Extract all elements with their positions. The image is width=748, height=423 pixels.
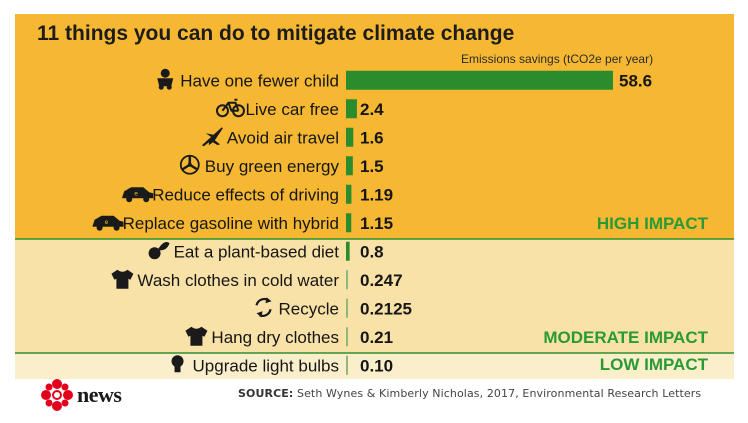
cbc-news-logo: news <box>40 378 122 412</box>
value-label: 1.5 <box>360 157 384 176</box>
car-icon: e <box>92 215 124 231</box>
value-label: 0.247 <box>360 271 403 290</box>
value-label: 1.15 <box>360 214 393 233</box>
value-label: 1.6 <box>360 128 384 147</box>
category-label: Wash clothes in cold water <box>137 271 339 290</box>
bar <box>346 241 350 261</box>
category-label: Have one fewer child <box>180 71 339 90</box>
category-label: Hang dry clothes <box>211 328 339 347</box>
category-label: Replace gasoline with hybrid <box>123 214 339 233</box>
svg-text:e: e <box>134 190 138 197</box>
impact-label-high: HIGH IMPACT <box>596 214 708 233</box>
value-label: 2.4 <box>360 100 384 119</box>
recycle-icon <box>255 297 272 318</box>
bar-chart: Have one fewer child 58.6 Live car free 2.4… <box>15 68 734 375</box>
bar <box>346 99 357 119</box>
bar <box>346 213 352 233</box>
value-label: 58.6 <box>619 71 652 90</box>
chart-subtitle: Emissions savings (tCO2e per year) <box>461 52 654 66</box>
source-text: Seth Wynes & Kimberly Nicholas, 2017, En… <box>296 387 702 400</box>
bar <box>346 270 348 290</box>
category-label: Live car free <box>245 100 339 119</box>
moderate-impact-band <box>15 239 734 353</box>
cbc-gem-icon <box>41 379 73 411</box>
value-label: 0.10 <box>360 356 393 375</box>
category-label: Recycle <box>279 299 339 318</box>
svg-text:e: e <box>105 219 109 226</box>
value-label: 1.19 <box>360 185 393 204</box>
light-bulb-icon <box>171 355 184 373</box>
category-label: Reduce effects of driving <box>152 185 339 204</box>
footer <box>0 379 748 423</box>
source-credit: SOURCE: Seth Wynes & Kimberly Nicholas, … <box>238 387 701 400</box>
bar <box>346 327 348 347</box>
bar <box>346 298 348 318</box>
category-label: Buy green energy <box>205 157 340 176</box>
bicycle-icon <box>215 98 245 118</box>
bar <box>346 184 352 204</box>
tshirt-icon <box>185 326 208 346</box>
baby-icon <box>157 68 174 90</box>
wind-turbine-icon <box>179 154 200 175</box>
impact-label-low: LOW IMPACT <box>599 355 708 374</box>
bar <box>346 355 348 375</box>
source-label: SOURCE: <box>238 387 294 400</box>
bar <box>346 70 613 90</box>
logo-text: news <box>77 382 122 407</box>
plant-icon <box>148 242 170 260</box>
low-impact-band <box>15 353 734 379</box>
value-label: 0.2125 <box>360 299 412 318</box>
bar <box>346 156 353 176</box>
value-label: 0.21 <box>360 328 393 347</box>
chart-panel: Have one fewer child 58.6 Live car free 2.4… <box>15 14 734 379</box>
airplane-icon <box>201 127 223 147</box>
tshirt-icon <box>111 269 134 289</box>
value-label: 0.8 <box>360 242 384 261</box>
bar <box>346 127 354 147</box>
category-label: Avoid air travel <box>227 128 339 147</box>
category-label: Eat a plant-based diet <box>174 242 340 261</box>
chart-title: 11 things you can do to mitigate climate… <box>37 22 515 45</box>
category-label: Upgrade light bulbs <box>193 356 339 375</box>
impact-label-moderate: MODERATE IMPACT <box>543 328 708 347</box>
high-impact-band <box>15 14 734 239</box>
car-icon: e <box>122 187 154 203</box>
